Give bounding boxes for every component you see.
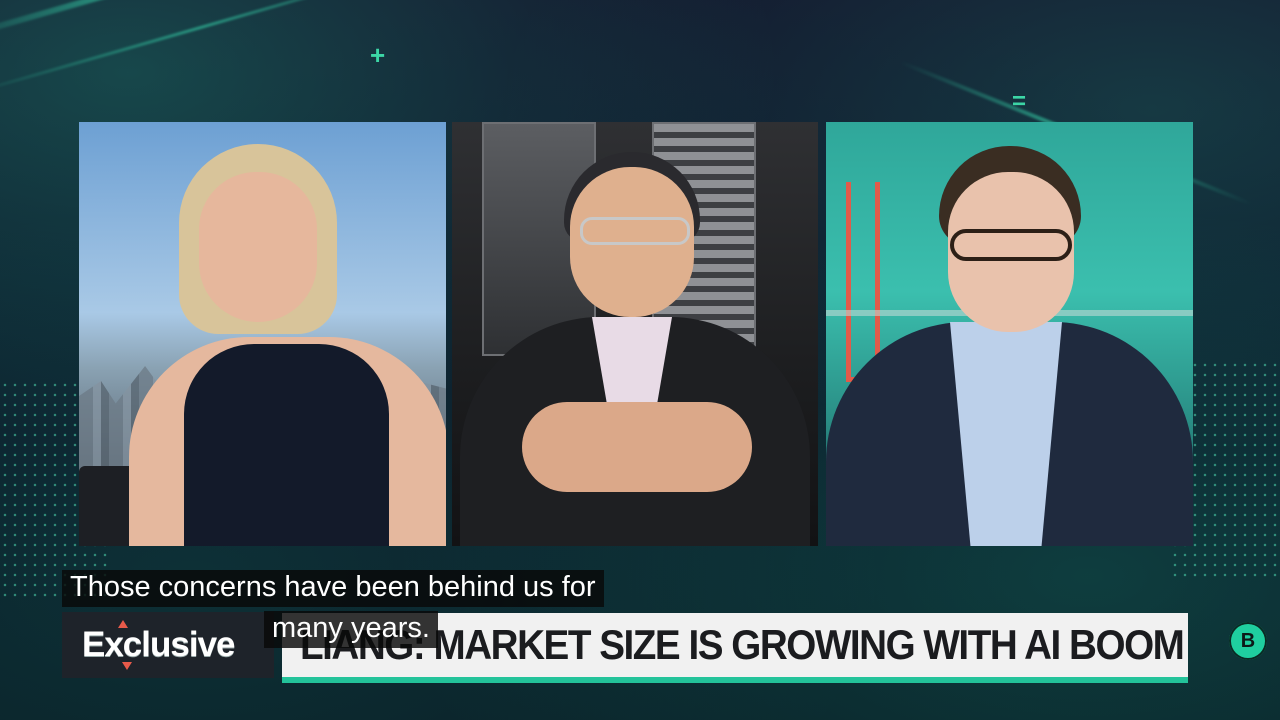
bridge-tower: [846, 182, 880, 382]
anchor-dress: [184, 344, 389, 546]
plus-icon: +: [370, 40, 386, 70]
triangle-up-icon: [118, 620, 128, 628]
headline-text: LIANG: MARKET SIZE IS GROWING WITH AI BO…: [300, 621, 1185, 668]
anchor-shirt: [950, 322, 1062, 546]
guest-hands: [522, 402, 752, 492]
exclusive-label: Exclusive: [82, 625, 235, 664]
channel-logo-icon[interactable]: B: [1229, 622, 1267, 660]
equals-icon: =: [1012, 88, 1027, 115]
video-panel-center: [452, 122, 818, 546]
exclusive-tag: Exclusive: [62, 612, 274, 678]
anchor-face: [199, 172, 317, 322]
triangle-down-icon: [122, 662, 132, 670]
lower-third: Exclusive LIANG: MARKET SIZE IS GROWING …: [62, 612, 1188, 688]
glasses-icon: [950, 229, 1072, 261]
glasses-icon: [580, 217, 690, 245]
caption-line-1: Those concerns have been behind us for: [62, 570, 604, 607]
anchor-face: [948, 172, 1074, 332]
caption-line-2: many years.: [264, 611, 438, 648]
video-panel-right: [826, 122, 1193, 546]
video-panel-left: [79, 122, 446, 546]
